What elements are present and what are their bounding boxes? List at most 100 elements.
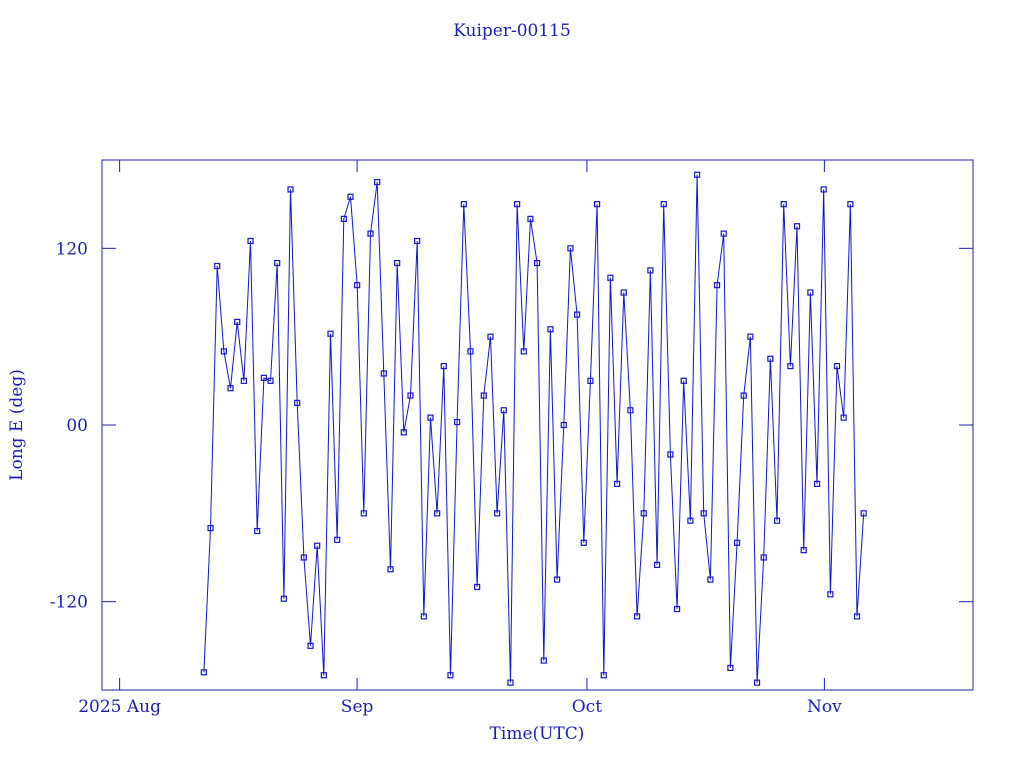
data-point bbox=[753, 679, 761, 686]
y-axis-label: Long E (deg) bbox=[7, 369, 27, 481]
data-point bbox=[420, 613, 427, 620]
data-point bbox=[613, 480, 621, 487]
data-point bbox=[667, 451, 674, 458]
data-point bbox=[454, 418, 461, 426]
data-point bbox=[700, 510, 707, 517]
data-point bbox=[767, 355, 774, 362]
data-point bbox=[474, 583, 481, 591]
data-point bbox=[840, 414, 847, 421]
data-point bbox=[254, 527, 261, 535]
data-point bbox=[434, 510, 441, 517]
data-point bbox=[347, 193, 354, 200]
data-point bbox=[720, 230, 727, 237]
data-point bbox=[860, 510, 867, 517]
data-point bbox=[633, 613, 641, 620]
data-point bbox=[314, 542, 321, 549]
data-point bbox=[827, 591, 834, 598]
data-point bbox=[560, 421, 567, 429]
data-point bbox=[320, 672, 327, 679]
data-point bbox=[447, 672, 454, 679]
data-point bbox=[673, 605, 681, 613]
data-point bbox=[200, 669, 207, 676]
x-axis-label: Time(UTC) bbox=[490, 724, 585, 744]
data-point bbox=[534, 259, 541, 267]
data-point bbox=[687, 517, 694, 524]
data-point bbox=[793, 223, 801, 230]
data-point bbox=[360, 510, 367, 517]
data-point bbox=[607, 274, 614, 281]
data-point bbox=[367, 230, 374, 237]
data-point bbox=[760, 554, 767, 561]
data-point bbox=[220, 348, 227, 355]
x-tick-label: Oct bbox=[572, 697, 602, 717]
x-tick-label: 2025 Aug bbox=[78, 697, 161, 717]
data-point bbox=[494, 510, 501, 517]
data-point bbox=[334, 536, 341, 543]
data-point bbox=[354, 282, 361, 289]
data-line bbox=[203, 174, 865, 683]
data-point bbox=[247, 237, 254, 245]
data-point bbox=[520, 348, 527, 355]
data-point bbox=[800, 547, 807, 554]
plot-area bbox=[200, 171, 867, 686]
data-point bbox=[647, 267, 654, 274]
data-point bbox=[280, 595, 287, 602]
data-point bbox=[707, 576, 714, 583]
data-point bbox=[780, 201, 787, 208]
data-point bbox=[327, 330, 334, 337]
x-tick-label: Sep bbox=[341, 697, 374, 717]
data-point bbox=[660, 201, 667, 208]
data-point bbox=[387, 566, 394, 573]
data-point bbox=[587, 377, 594, 384]
data-point bbox=[440, 363, 447, 370]
data-point bbox=[214, 262, 221, 270]
data-point bbox=[507, 679, 514, 686]
data-point bbox=[574, 311, 581, 318]
y-tick-label: 120 bbox=[56, 239, 88, 259]
data-point bbox=[740, 392, 747, 399]
data-point bbox=[853, 613, 861, 620]
data-point bbox=[627, 407, 634, 414]
data-point bbox=[260, 374, 267, 381]
data-point bbox=[820, 186, 827, 193]
data-point bbox=[380, 370, 387, 377]
data-point bbox=[807, 289, 814, 296]
data-point bbox=[500, 407, 507, 414]
data-point bbox=[813, 480, 821, 487]
data-point bbox=[773, 517, 781, 524]
data-point bbox=[540, 657, 547, 664]
data-point bbox=[787, 363, 794, 370]
data-point bbox=[554, 576, 561, 583]
data-point bbox=[340, 215, 347, 222]
data-point bbox=[747, 333, 754, 340]
data-point bbox=[847, 201, 854, 208]
data-point bbox=[713, 282, 721, 289]
data-point bbox=[374, 178, 381, 186]
data-point bbox=[600, 672, 607, 679]
data-point bbox=[227, 385, 234, 392]
data-point bbox=[274, 259, 281, 267]
data-point bbox=[300, 554, 307, 561]
data-point bbox=[294, 399, 301, 407]
data-point bbox=[593, 201, 601, 208]
data-point bbox=[620, 289, 627, 296]
data-point bbox=[547, 326, 554, 333]
data-point bbox=[460, 201, 467, 208]
data-point bbox=[693, 171, 701, 178]
data-point bbox=[307, 642, 314, 649]
data-point bbox=[733, 539, 741, 546]
data-point bbox=[394, 259, 401, 267]
y-tick-label: -120 bbox=[50, 593, 88, 613]
data-point bbox=[207, 524, 214, 532]
data-point bbox=[467, 348, 474, 355]
data-point bbox=[653, 561, 661, 568]
data-point bbox=[567, 245, 574, 252]
data-point bbox=[833, 363, 841, 370]
plot-frame bbox=[101, 159, 974, 691]
chart-title: Kuiper-00115 bbox=[453, 21, 571, 41]
data-point bbox=[407, 392, 414, 399]
data-point bbox=[234, 318, 241, 326]
data-point bbox=[240, 377, 247, 384]
